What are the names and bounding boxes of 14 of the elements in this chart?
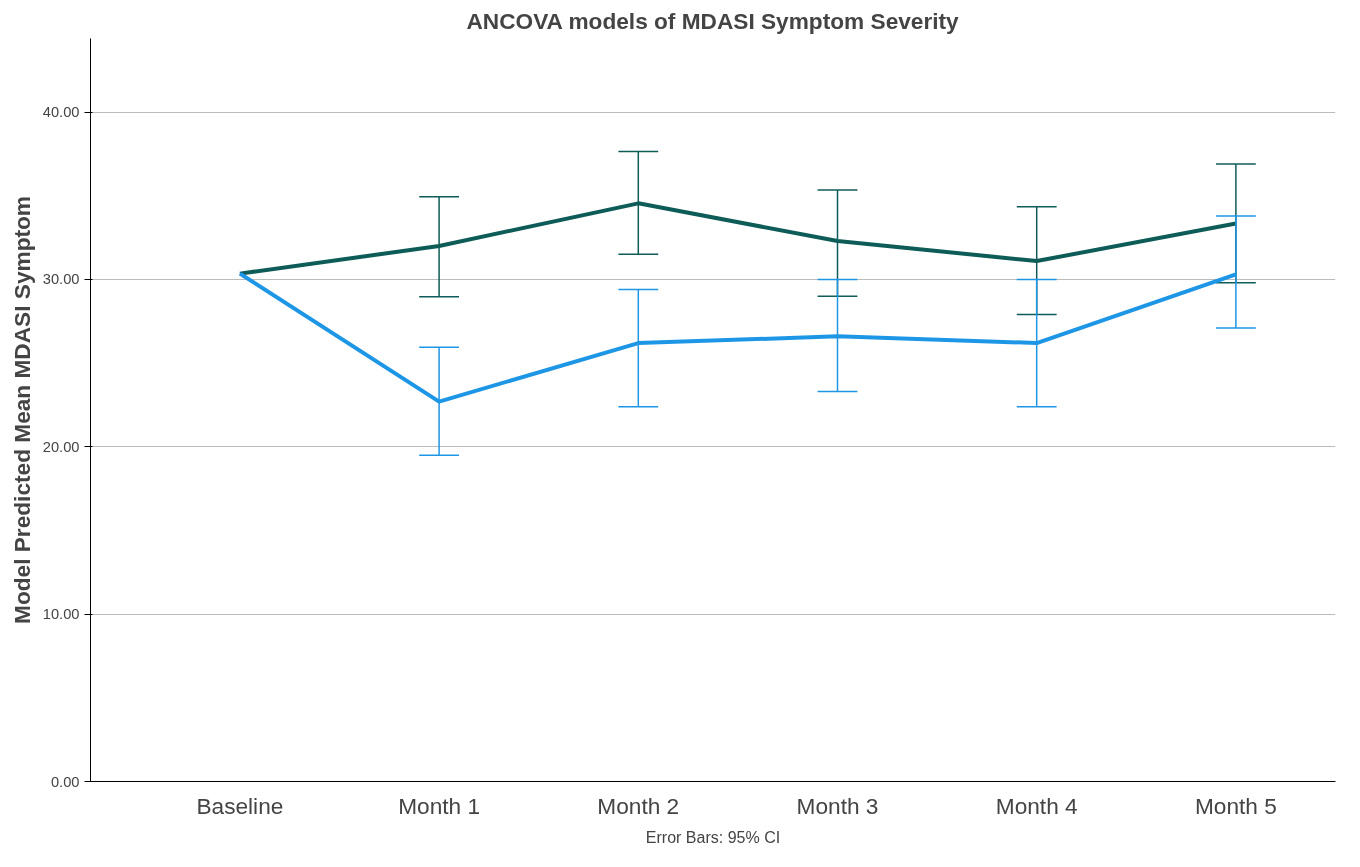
x-tick-label: Month 4	[995, 792, 1078, 819]
x-tick-label: Month 1	[398, 792, 481, 819]
y-tick-label: 10.00	[42, 606, 80, 623]
y-tick-label: 40.00	[42, 104, 80, 121]
y-axis-title: Model Predicted Mean MDASI Symptom	[8, 195, 35, 625]
text: Error Bars: 95% CI	[645, 828, 781, 846]
y-tick-label: 0.00	[50, 773, 80, 790]
x-tick-label: Month 2	[597, 792, 680, 819]
chart-title: ANCOVA models of MDASI Symptom Severity	[466, 7, 960, 34]
y-tick-label: 30.00	[42, 271, 80, 288]
y-tick-label: 20.00	[42, 438, 80, 455]
x-tick-label: Month 3	[796, 792, 879, 819]
x-tick-label: Baseline	[196, 792, 284, 819]
x-tick-label: Month 5	[1194, 792, 1277, 819]
